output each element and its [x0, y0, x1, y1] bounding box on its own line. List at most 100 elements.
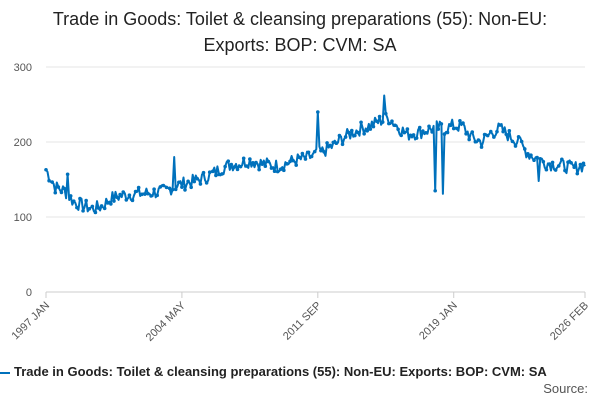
source-label[interactable]: Source: — [543, 381, 588, 396]
data-point — [99, 204, 104, 208]
data-point — [238, 164, 243, 169]
data-point — [560, 157, 564, 162]
data-point — [421, 129, 425, 133]
data-point — [495, 129, 499, 134]
data-point — [149, 194, 153, 198]
data-point — [581, 161, 586, 166]
data-point — [288, 159, 292, 164]
data-point — [458, 119, 462, 123]
data-point — [56, 185, 61, 189]
data-point — [322, 150, 326, 154]
data-point — [71, 199, 76, 203]
y-tick-label: 200 — [14, 137, 32, 149]
data-point — [87, 207, 92, 211]
data-point — [294, 163, 298, 167]
data-point — [133, 189, 138, 194]
data-point — [285, 162, 289, 166]
data-point — [501, 129, 505, 134]
data-point — [510, 139, 515, 144]
data-point — [396, 127, 400, 132]
data-point — [164, 185, 169, 190]
data-point — [300, 151, 305, 156]
data-point — [195, 177, 200, 181]
data-point — [303, 157, 308, 161]
data-point — [282, 168, 286, 173]
data-point — [152, 187, 156, 192]
data-point — [90, 204, 95, 209]
y-tick-label: 300 — [14, 62, 32, 74]
data-point — [482, 132, 487, 137]
data-point — [519, 139, 524, 144]
x-tick-label: 1997 JAN — [9, 300, 52, 343]
data-point — [377, 114, 382, 119]
data-point — [155, 193, 159, 198]
data-point — [346, 130, 351, 135]
data-point — [488, 129, 493, 134]
data-point — [59, 190, 64, 195]
data-point — [235, 167, 240, 172]
data-point — [226, 159, 231, 163]
data-point — [130, 198, 135, 203]
data-point — [544, 167, 549, 172]
x-tick-label: 2004 MAY — [144, 299, 189, 344]
data-point — [445, 130, 450, 135]
data-point — [53, 190, 58, 195]
data-point — [62, 186, 67, 191]
data-point — [380, 120, 385, 124]
data-point — [275, 169, 280, 174]
data-point — [414, 136, 419, 140]
data-point — [328, 143, 332, 148]
x-tick-label: 2011 SEP — [281, 300, 324, 343]
data-point — [498, 123, 502, 127]
y-tick-label: 0 — [26, 287, 32, 299]
data-point — [260, 162, 265, 166]
data-point — [306, 150, 311, 155]
data-point — [343, 135, 348, 139]
data-point — [257, 167, 261, 172]
data-point — [522, 147, 527, 151]
data-point — [112, 199, 116, 203]
data-point — [241, 156, 246, 161]
data-point — [309, 154, 314, 159]
data-point — [464, 131, 468, 136]
data-point — [47, 178, 51, 183]
data-point — [78, 196, 82, 201]
data-point — [507, 128, 512, 133]
data-point — [547, 162, 552, 166]
data-point — [65, 172, 70, 177]
data-point — [566, 160, 570, 164]
data-point — [220, 172, 224, 176]
data-point — [349, 128, 354, 133]
legend[interactable]: Trade in Goods: Toilet & cleansing prepa… — [0, 362, 600, 384]
data-point — [578, 162, 583, 167]
data-point — [248, 157, 252, 161]
data-point — [186, 179, 190, 184]
data-point — [291, 158, 295, 163]
data-point — [84, 198, 88, 203]
data-point — [479, 145, 484, 149]
data-point — [158, 185, 163, 189]
data-point — [81, 209, 85, 213]
data-point — [572, 165, 576, 170]
data-point — [526, 151, 530, 156]
data-point — [68, 194, 73, 198]
data-point — [170, 187, 175, 192]
data-point — [541, 159, 546, 164]
data-point — [96, 206, 101, 210]
data-point — [340, 142, 345, 147]
data-point — [312, 149, 317, 154]
data-point — [442, 132, 447, 136]
data-point — [177, 180, 181, 185]
data-point — [436, 127, 441, 131]
data-point — [297, 155, 302, 160]
data-point — [105, 201, 110, 205]
data-point — [430, 130, 434, 134]
series-line — [45, 94, 586, 214]
data-point — [417, 125, 422, 130]
data-point — [371, 124, 376, 129]
data-point — [473, 139, 478, 144]
data-point — [556, 164, 561, 168]
data-point — [217, 172, 221, 177]
data-point — [529, 153, 533, 158]
data-point — [492, 135, 496, 139]
